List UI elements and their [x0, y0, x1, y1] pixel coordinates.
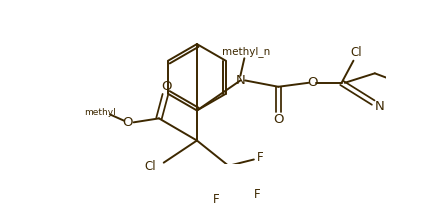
Text: F: F: [212, 193, 219, 206]
Text: methyl_n: methyl_n: [221, 47, 270, 57]
Text: O: O: [273, 114, 283, 126]
Text: F: F: [256, 151, 263, 164]
Text: N: N: [374, 100, 384, 113]
Text: Cl: Cl: [144, 160, 156, 173]
Text: O: O: [306, 76, 317, 89]
Text: O: O: [161, 80, 172, 93]
Text: O: O: [122, 116, 132, 129]
Text: methyl: methyl: [84, 108, 116, 117]
Text: N: N: [235, 74, 245, 87]
Text: Cl: Cl: [349, 46, 361, 59]
Text: F: F: [253, 188, 260, 201]
